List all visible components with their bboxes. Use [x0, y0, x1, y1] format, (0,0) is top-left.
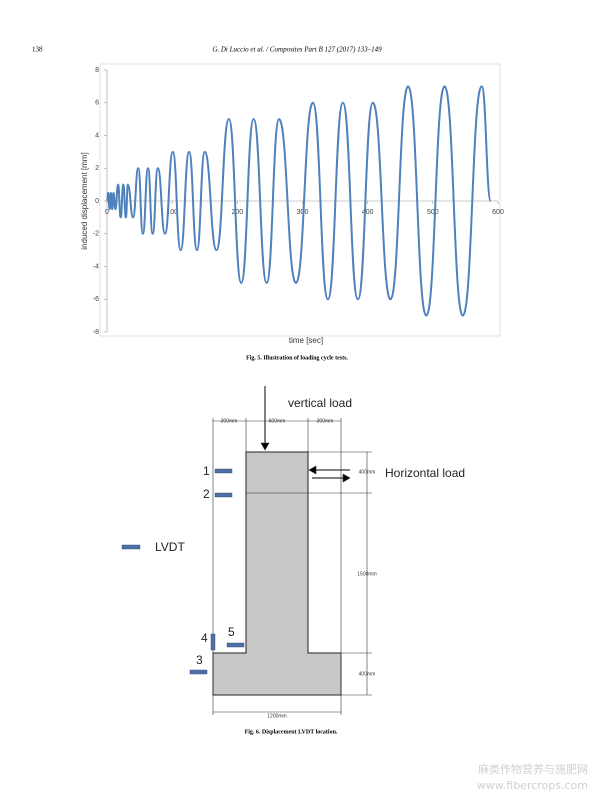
lvdt-number: 5 [228, 625, 235, 639]
lvdt-number: 4 [201, 631, 208, 645]
y-tick-label: -4 [93, 263, 99, 270]
dimension: 1200mm [267, 713, 286, 719]
y-axis-label: induced displacement [mm] [80, 152, 89, 249]
x-tick-label: 0 [105, 209, 109, 216]
dimension: 600mm [269, 418, 286, 424]
figure-caption: Fig. 5. Illustration of loading cycle te… [246, 355, 348, 361]
specimen [212, 451, 342, 696]
lvdt [226, 642, 245, 648]
dimension: 300mm [221, 418, 238, 424]
x-tick-label: 600 [492, 209, 504, 216]
watermark: www.fibercrops.com [477, 779, 588, 792]
running-title: G. Di Luccio et al. / Composites Part B … [212, 46, 382, 54]
dimension: 300mm [317, 418, 334, 424]
lvdt [210, 633, 216, 651]
y-tick-label: -6 [93, 296, 99, 303]
lvdt-legend-mark [121, 544, 141, 550]
x-tick-label: 400 [362, 209, 374, 216]
arrowhead [308, 465, 317, 475]
arrowhead [260, 442, 270, 451]
x-tick-label: 100 [166, 209, 178, 216]
chart-frame [99, 63, 501, 337]
y-tick-label: 2 [95, 165, 99, 172]
legend-label: LVDT [155, 540, 185, 554]
lvdt [214, 468, 233, 474]
y-tick-label: 8 [95, 67, 99, 74]
horizontal-load-label: Horizontal load [385, 466, 465, 480]
lvdt [214, 492, 233, 498]
y-tick-label: -8 [93, 329, 99, 336]
lvdt-number: 2 [203, 487, 210, 501]
lvdt [189, 669, 208, 675]
data-line [106, 85, 492, 317]
lvdt-number: 1 [203, 464, 210, 478]
diagram [212, 386, 372, 715]
arrowhead [342, 473, 351, 483]
y-tick-label: -2 [93, 231, 99, 238]
x-tick-label: 200 [231, 209, 243, 216]
y-tick-label: 4 [95, 132, 99, 139]
lvdt-sensors [121, 468, 245, 675]
x-tick-label: 500 [427, 209, 439, 216]
page-number: 138 [32, 46, 43, 54]
vertical-load-label: vertical load [288, 396, 352, 410]
dimension: 400mm [359, 671, 376, 677]
dimension: 1500mm [357, 571, 376, 577]
y-tick-label: 6 [95, 100, 99, 107]
x-axis-label: time [sec] [289, 336, 323, 345]
y-tick-label: 0 [95, 198, 99, 205]
dimension: 400mm [359, 469, 376, 475]
figure-caption: Fig. 6. Displacement LVDT location. [245, 729, 338, 735]
watermark: 麻类作物营养与施肥网 [478, 762, 588, 776]
lvdt-number: 3 [196, 653, 203, 667]
